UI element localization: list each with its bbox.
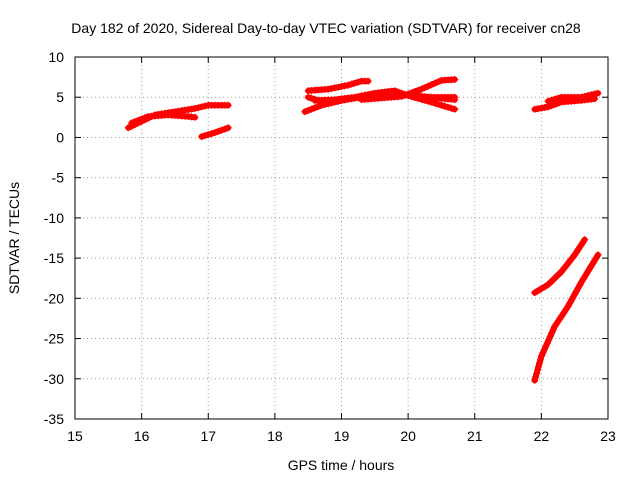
y-tick-label: 5 [56,89,64,105]
y-tick-label: -10 [44,210,64,226]
y-tick-label: 0 [56,129,64,145]
ticks-layer: 15 16 17 18 19 20 21 22 23 10 5 0 -5 -10 -15 -20 -25 -30 -… [44,49,616,444]
x-tick-label: 15 [67,428,83,444]
y-tick-label: -15 [44,250,64,266]
x-tick-label: 19 [334,428,350,444]
x-tick-label: 23 [600,428,616,444]
data-markers [531,236,589,297]
x-tick-label: 20 [400,428,416,444]
data-track [391,89,459,101]
data-track [128,111,199,127]
y-tick-label: -20 [44,290,64,306]
data-markers [391,89,459,101]
data-layer [124,76,602,384]
data-markers [544,89,602,105]
x-tick-label: 17 [200,428,216,444]
y-tick-label: -25 [44,331,64,347]
x-tick-label: 21 [467,428,483,444]
grid-layer [75,57,608,419]
y-tick-label: 10 [48,49,64,65]
plot-frame [74,56,609,420]
data-track [198,124,232,141]
data-markers [198,124,232,141]
data-track [304,77,372,95]
y-axis-label: SDTVAR / TECUs [6,182,22,294]
data-markers [304,77,372,95]
data-track [531,251,602,384]
data-track [531,95,599,113]
y-tick-label: -30 [44,371,64,387]
x-tick-label: 22 [534,428,550,444]
data-markers [531,251,602,384]
y-tick-label: -5 [52,170,65,186]
x-tick-label: 16 [134,428,150,444]
x-axis-label: GPS time / hours [288,457,395,473]
data-track [531,236,589,297]
data-band [531,251,602,384]
data-markers [128,111,199,127]
data-track [544,89,602,105]
y-tick-label: -35 [44,411,64,427]
chart-title: Day 182 of 2020, Sidereal Day-to-day VTE… [71,20,581,36]
x-tick-label: 18 [267,428,283,444]
